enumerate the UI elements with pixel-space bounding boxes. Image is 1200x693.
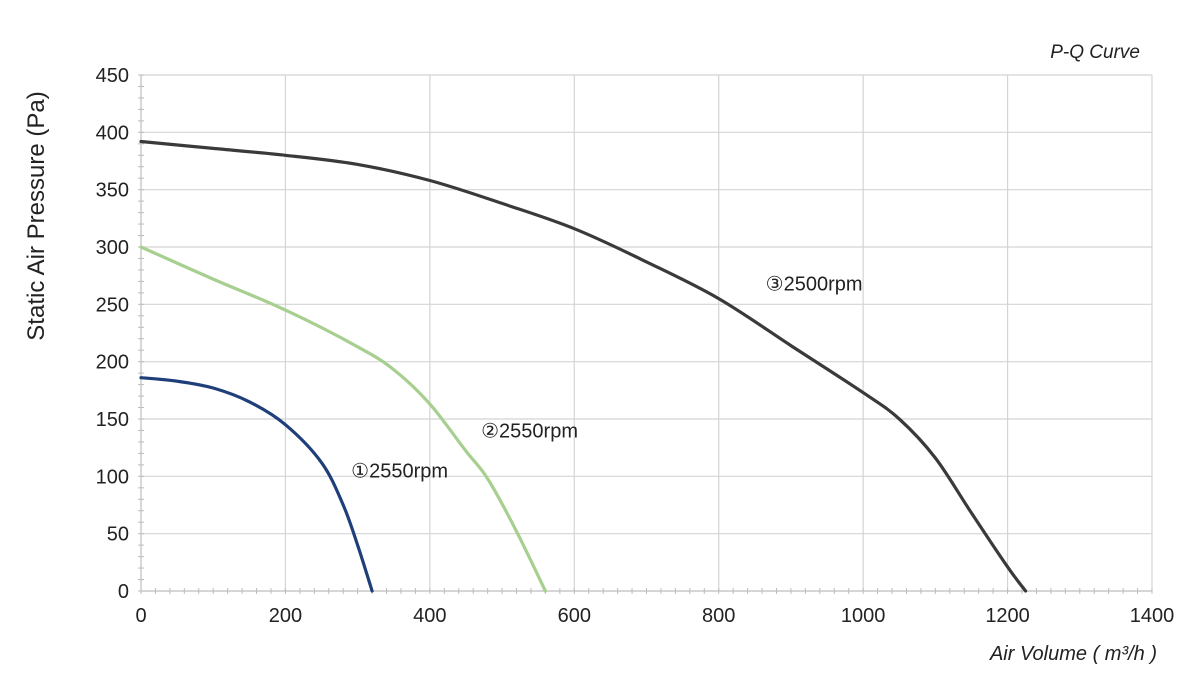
series-lines — [139, 139, 1028, 593]
y-tick-label: 0 — [118, 581, 129, 603]
x-tick-label: 1400 — [1130, 605, 1175, 627]
x-axis-title: Air Volume ( m³/h ) — [989, 643, 1157, 665]
series-labels: ①2550rpm ②2550rpm ③2500rpm — [351, 274, 862, 483]
y-tick-label: 250 — [96, 294, 129, 316]
x-tick-label: 400 — [413, 605, 446, 627]
y-tick-label: 50 — [107, 524, 129, 546]
series-line — [139, 139, 1028, 593]
minor-ticks — [138, 74, 1153, 594]
chart-title: P-Q Curve — [1050, 42, 1140, 63]
y-tick-label: 350 — [96, 180, 129, 202]
series-label: ③2500rpm — [766, 274, 863, 296]
series-line — [139, 376, 374, 593]
y-tick-label: 150 — [96, 409, 129, 431]
series-line — [139, 245, 547, 593]
x-tick-label: 600 — [558, 605, 591, 627]
x-tick-label: 1000 — [841, 605, 886, 627]
x-tick-label: 200 — [269, 605, 302, 627]
x-tick-label: 0 — [135, 605, 146, 627]
axes — [140, 75, 1152, 592]
y-tick-label: 200 — [96, 352, 129, 374]
tick-labels: 0 200 400 600 800 1000 1200 1400 0 50 100 150 200 250… — [96, 65, 1175, 627]
y-tick-label: 400 — [96, 122, 129, 144]
y-axis-title: Static Air Pressure (Pa) — [23, 91, 50, 340]
series-label: ②2550rpm — [481, 420, 578, 442]
series-label: ①2550rpm — [351, 461, 448, 483]
y-tick-label: 100 — [96, 466, 129, 488]
x-tick-label: 800 — [702, 605, 735, 627]
x-tick-label: 1200 — [985, 605, 1030, 627]
y-tick-label: 450 — [96, 65, 129, 87]
grid-lines — [141, 74, 1153, 591]
y-tick-label: 300 — [96, 237, 129, 259]
